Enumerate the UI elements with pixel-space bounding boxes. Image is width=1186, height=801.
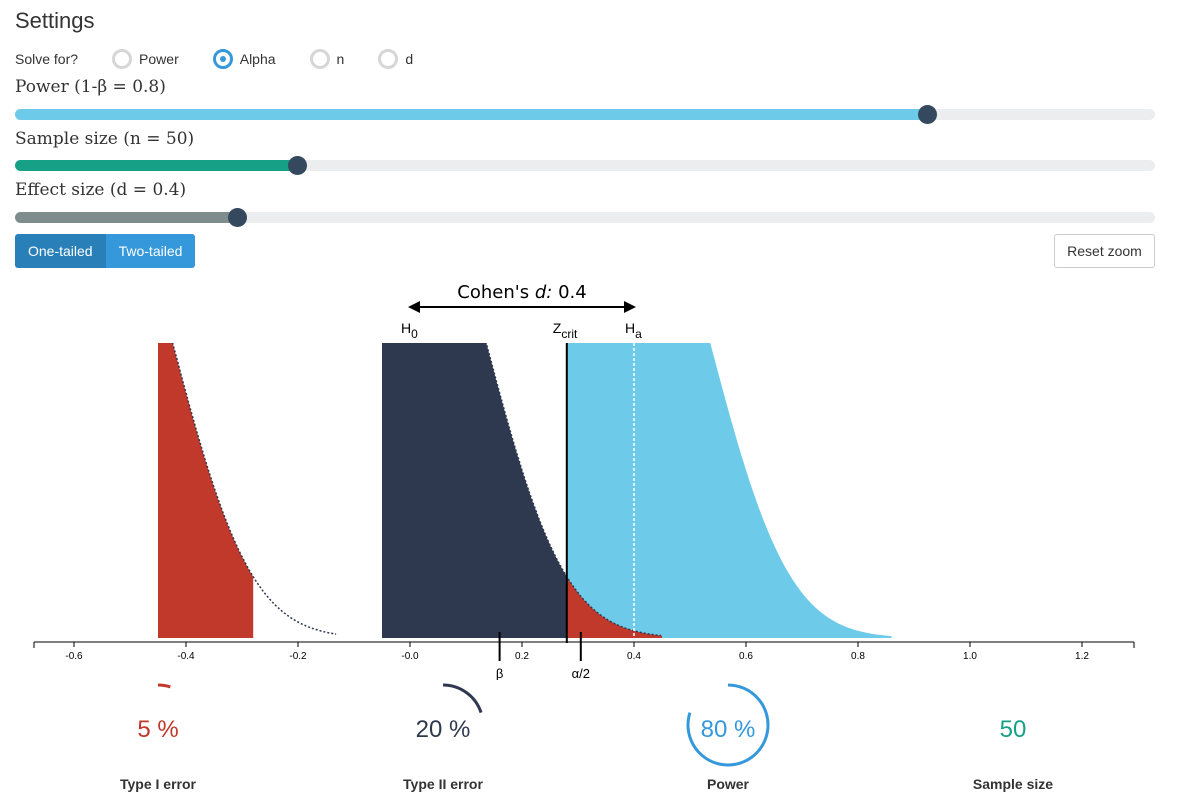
type-ii-error-value: 20 % (415, 716, 471, 743)
alpha-marker-label: α/2 (572, 666, 590, 680)
power-stat: 80 % Power (618, 680, 838, 792)
sample-size-stat: 50 Sample size (903, 680, 1123, 792)
page-title: Settings (15, 8, 95, 33)
radio-circle-alpha[interactable] (212, 49, 233, 69)
one-tailed-button[interactable]: One-tailed (15, 234, 106, 268)
h0-label: H0 (401, 320, 418, 341)
chart-annotations: Cohen's d: 0.4 H0 Zcrit Ha (401, 282, 642, 341)
radio-power[interactable]: Power (112, 49, 179, 69)
type-i-error-label: Type I error (120, 776, 196, 792)
two-tailed-button[interactable]: Two-tailed (105, 234, 196, 268)
ha-label: Ha (625, 320, 642, 341)
null-curve-right-dotted (485, 343, 661, 637)
type-ii-error-stat: 20 % Type II error (333, 680, 553, 792)
radio-label-power: Power (139, 51, 179, 67)
radio-alpha[interactable]: Alpha (212, 49, 276, 69)
type-i-error-arc (157, 683, 171, 689)
power-area (566, 343, 892, 638)
radio-d[interactable]: d (378, 49, 413, 69)
sample-size-slider-handle[interactable] (287, 156, 307, 175)
x-tick-label: -0.4 (177, 651, 195, 662)
sample-size-value: 50 (999, 716, 1027, 743)
radio-circle-power[interactable] (112, 49, 133, 69)
distribution-chart[interactable]: -0.6 -0.4 -0.2 -0.0 0.2 0.4 0.6 0.8 1.0 1.2 β α/2 C… (0, 270, 1186, 680)
x-tick-label: 0.2 (515, 651, 529, 662)
arrow-left-head (408, 301, 420, 313)
power-slider-label: Power (1-β = 0.8) (15, 77, 166, 97)
effect-size-slider-label: Effect size (d = 0.4) (15, 180, 187, 200)
radio-n[interactable]: n (309, 49, 345, 69)
radio-label-d: d (405, 51, 414, 67)
x-tick-label: 1.2 (1075, 651, 1089, 662)
x-tick-label: 0.8 (851, 651, 865, 662)
beta-marker-label: β (496, 666, 503, 680)
type-i-error-stat: 5 % Type I error (48, 680, 268, 792)
x-tick-label: -0.0 (401, 651, 419, 662)
sample-size-slider-label: Sample size (n = 50) (15, 129, 195, 149)
sample-size-slider-fill (15, 160, 297, 171)
type-i-error-value: 5 % (137, 716, 179, 743)
solve-for-label: Solve for? (15, 51, 79, 67)
effect-size-slider-fill (15, 212, 238, 223)
radio-circle-n[interactable] (309, 49, 330, 69)
tail-toggle-group: One-tailed Two-tailed (15, 234, 196, 268)
zcrit-label: Zcrit (553, 320, 578, 341)
arrow-right-head (624, 301, 636, 313)
x-tick-label: -0.6 (65, 651, 83, 662)
chart-areas (158, 343, 892, 643)
radio-label-n: n (336, 51, 345, 67)
type-ii-error-arc (442, 683, 483, 714)
sample-size-slider[interactable] (15, 156, 1155, 175)
x-axis: -0.6 -0.4 -0.2 -0.0 0.2 0.4 0.6 0.8 1.0 1.2 β α/2 (33, 632, 1135, 680)
power-label: Power (706, 776, 749, 792)
x-tick-label: -0.2 (289, 651, 307, 662)
power-arc (686, 683, 770, 767)
effect-size-slider-handle[interactable] (228, 208, 248, 227)
power-slider[interactable] (15, 105, 1155, 124)
x-tick-label: 0.4 (627, 651, 641, 662)
power-value: 80 % (700, 716, 756, 743)
radio-circle-d[interactable] (378, 49, 399, 69)
null-curve-left-dotted (171, 343, 337, 635)
power-slider-handle[interactable] (918, 105, 937, 124)
type-ii-error-gauge (442, 683, 483, 714)
solve-for-group: Solve for? Power Alpha n d (15, 48, 447, 70)
power-slider-fill (15, 109, 927, 120)
type-i-error-gauge (157, 683, 171, 689)
radio-label-alpha: Alpha (239, 51, 276, 67)
reset-zoom-button[interactable]: Reset zoom (1054, 234, 1155, 268)
alpha-area-left (158, 343, 254, 638)
type-ii-error-label: Type II error (403, 776, 483, 792)
beta-area (382, 343, 567, 638)
power-gauge (686, 683, 770, 767)
cohens-d-annotation: Cohen's d: 0.4 (457, 282, 586, 303)
sample-size-label: Sample size (972, 776, 1054, 792)
effect-size-slider[interactable] (15, 208, 1155, 227)
alpha-area-right (566, 576, 662, 638)
x-tick-label: 1.0 (963, 651, 977, 662)
x-tick-label: 0.6 (739, 651, 753, 662)
